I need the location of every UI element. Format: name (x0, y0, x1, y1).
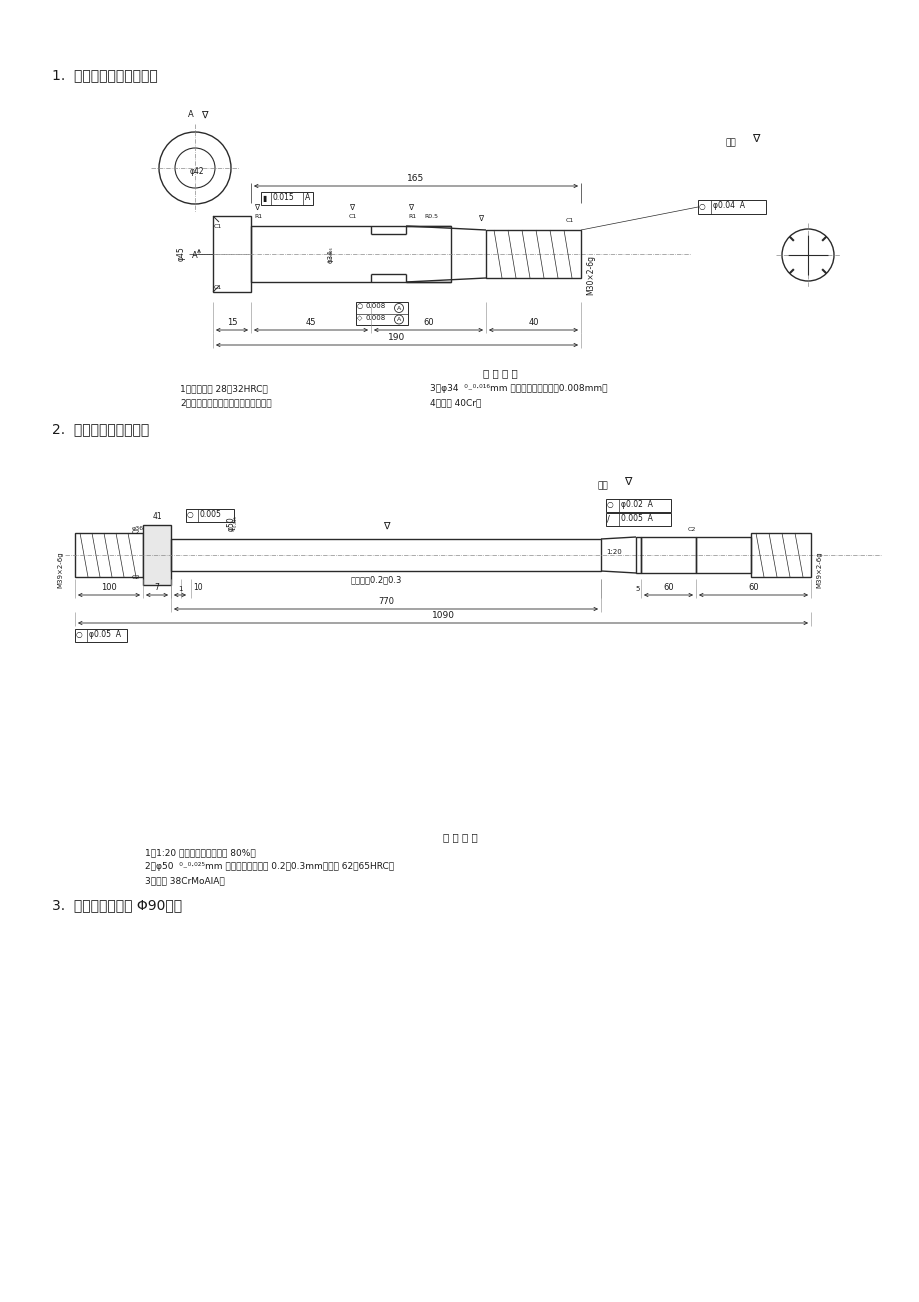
Text: A: A (305, 194, 310, 203)
Bar (696, 536, 750, 573)
Text: 1090: 1090 (431, 611, 454, 620)
Text: 0.015: 0.015 (273, 194, 294, 203)
Text: C2: C2 (131, 575, 140, 579)
Text: 3．φ34  ⁰₋⁰⋅⁰¹⁶mm 圆度、圆柱度公差为0.008mm。: 3．φ34 ⁰₋⁰⋅⁰¹⁶mm 圆度、圆柱度公差为0.008mm。 (429, 384, 607, 393)
Text: 60: 60 (423, 318, 434, 327)
Text: 190: 190 (388, 333, 405, 342)
Text: 60: 60 (663, 583, 673, 592)
Text: φ50: φ50 (226, 517, 235, 531)
Bar (75, 629, 127, 642)
Text: 1:20: 1:20 (606, 549, 621, 555)
Text: M30×2-6g: M30×2-6g (585, 255, 595, 296)
Text: ⁰₋₀.₀₁₆: ⁰₋₀.₀₁₆ (328, 246, 333, 262)
Text: φ36: φ36 (131, 526, 144, 531)
Text: 其余: 其余 (725, 138, 736, 147)
Text: ⁰₋₀.₀₂₅: ⁰₋₀.₀₂₅ (233, 516, 238, 531)
Text: 100: 100 (101, 583, 117, 592)
Text: ∇: ∇ (348, 203, 354, 212)
Text: C1: C1 (214, 224, 222, 229)
Text: 770: 770 (378, 598, 393, 605)
Text: C1: C1 (348, 214, 357, 219)
Text: 2．磁粉探伤，无裂纹，夹渣等缺陷。: 2．磁粉探伤，无裂纹，夹渣等缺陷。 (180, 398, 271, 408)
Text: ○: ○ (607, 500, 613, 509)
Text: R1: R1 (254, 214, 262, 219)
Text: 45: 45 (305, 318, 316, 327)
Text: 3．材料 38CrMoAlA。: 3．材料 38CrMoAlA。 (145, 876, 224, 885)
Text: ∇: ∇ (623, 477, 630, 487)
Text: 0.008: 0.008 (366, 315, 386, 322)
Text: ∇: ∇ (382, 521, 389, 531)
Text: ○: ○ (357, 303, 363, 309)
Text: M39×2-6g: M39×2-6g (815, 552, 821, 589)
Bar (261, 191, 312, 204)
Text: R1: R1 (407, 214, 415, 219)
Bar (213, 216, 251, 292)
Text: C2: C2 (687, 527, 696, 533)
Bar (606, 513, 670, 526)
Text: 0.008: 0.008 (366, 303, 386, 309)
Text: 1: 1 (177, 586, 182, 592)
Text: 氮化深度0.2－0.3: 氮化深度0.2－0.3 (350, 575, 402, 585)
Text: 15: 15 (226, 318, 237, 327)
Text: 41: 41 (152, 512, 162, 521)
Text: R0.5: R0.5 (424, 214, 437, 219)
Text: 1.  连杆螺钉，毛坏为锻件: 1. 连杆螺钉，毛坏为锻件 (52, 68, 157, 82)
Text: ∇: ∇ (751, 134, 759, 145)
Text: /: / (607, 514, 609, 523)
Text: 2.  活塞杆，毛坏为锻件: 2. 活塞杆，毛坏为锻件 (52, 422, 149, 436)
Bar (171, 539, 600, 572)
Text: 2．φ50  ⁰₋⁰⋅⁰²⁵mm 部分氮化层深度为 0.2－0.3mm，硬度 62－65HRC。: 2．φ50 ⁰₋⁰⋅⁰²⁵mm 部分氮化层深度为 0.2－0.3mm，硬度 62… (145, 862, 393, 871)
Text: 60: 60 (747, 583, 758, 592)
Text: φ42: φ42 (189, 167, 204, 176)
Text: 0.005  A: 0.005 A (620, 514, 652, 523)
Text: C1: C1 (565, 217, 573, 223)
Text: 其余: 其余 (597, 480, 608, 490)
Text: 3.  输出轴，毛坏为 Φ90棒料: 3. 输出轴，毛坏为 Φ90棒料 (52, 898, 182, 911)
Text: 7: 7 (154, 583, 159, 592)
Text: 0.005: 0.005 (199, 510, 221, 519)
Text: 40: 40 (528, 318, 539, 327)
Text: ∇: ∇ (254, 203, 259, 212)
Text: A: A (396, 316, 401, 322)
Bar (698, 201, 766, 214)
Text: 技 术 要 求: 技 术 要 求 (442, 832, 477, 842)
Bar (75, 533, 142, 577)
Bar (635, 536, 641, 573)
Text: 1．1:20 锥度接触面积不少于 80%。: 1．1:20 锥度接触面积不少于 80%。 (145, 848, 255, 857)
Text: φ0.05  A: φ0.05 A (89, 630, 121, 639)
Bar (251, 227, 450, 283)
Text: 4．材料 40Cr。: 4．材料 40Cr。 (429, 398, 481, 408)
Bar (485, 230, 581, 279)
Text: φ0.04  A: φ0.04 A (712, 202, 744, 211)
Text: ◇: ◇ (357, 315, 362, 322)
Text: C1: C1 (214, 285, 222, 290)
Text: 1．调质处理 28－32HRC。: 1．调质处理 28－32HRC。 (180, 384, 267, 393)
Text: φ45: φ45 (176, 246, 186, 262)
Bar (142, 525, 171, 585)
Bar (186, 509, 233, 522)
Text: 10: 10 (193, 583, 202, 592)
Text: ○: ○ (698, 202, 705, 211)
Text: 165: 165 (407, 174, 425, 184)
Text: φ34: φ34 (328, 249, 334, 263)
Text: A: A (396, 306, 401, 310)
Text: M39×2-6g: M39×2-6g (57, 552, 62, 589)
Bar (641, 536, 696, 573)
Text: ▮: ▮ (262, 194, 266, 203)
Text: ○: ○ (76, 630, 83, 639)
Text: C2: C2 (131, 530, 140, 535)
Text: 5: 5 (635, 586, 640, 592)
Text: ∇: ∇ (478, 214, 483, 223)
Bar (606, 499, 670, 512)
Text: A: A (187, 109, 194, 118)
Text: ○: ○ (187, 510, 193, 519)
Text: φ0.02  A: φ0.02 A (620, 500, 652, 509)
Text: ∇: ∇ (407, 203, 413, 212)
Bar (750, 533, 811, 577)
Text: A: A (192, 251, 198, 260)
Text: 技 术 要 求: 技 术 要 求 (482, 368, 516, 378)
Bar (356, 302, 407, 326)
Text: ∇: ∇ (200, 109, 208, 120)
